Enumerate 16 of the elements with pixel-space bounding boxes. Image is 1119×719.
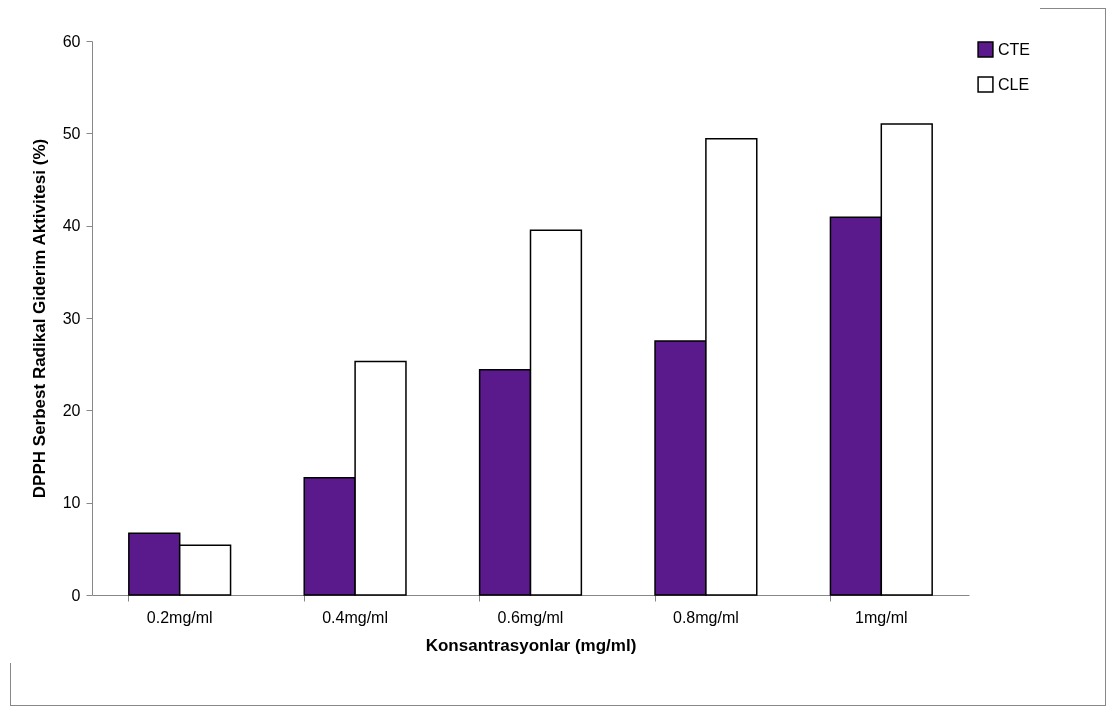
y-tick-label: 40	[62, 217, 81, 235]
legend-label: CTE	[998, 40, 1030, 58]
y-tick-label: 0	[71, 586, 81, 604]
x-tick-label: 0.8mg/ml	[673, 608, 739, 626]
y-tick-label: 10	[62, 494, 81, 512]
x-axis-title: Konsantrasyonlar (mg/ml)	[425, 635, 637, 655]
y-tick-label: 20	[62, 401, 81, 419]
y-tick-label: 30	[62, 309, 81, 327]
x-tick-label: 1mg/ml	[855, 608, 908, 626]
x-tick-label: 0.2mg/ml	[146, 608, 213, 626]
x-tick-label: 0.4mg/ml	[322, 608, 388, 626]
y-tick-label: 60	[62, 32, 81, 50]
legend-label: CLE	[998, 75, 1030, 93]
y-axis-title: DPPH Serbest Radikal Giderim Aktivitesi (%)	[29, 138, 49, 499]
y-tick-label: 50	[62, 124, 81, 142]
x-tick-label: 0.6mg/ml	[497, 608, 564, 626]
